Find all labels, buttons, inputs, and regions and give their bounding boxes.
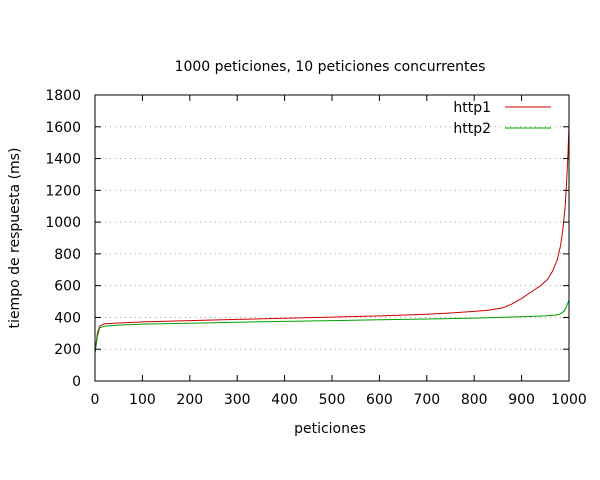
- series-layer: [94, 125, 570, 354]
- y-tick-label: 1200: [45, 183, 81, 199]
- y-tick-label: 1000: [45, 215, 81, 231]
- x-tick-label: 600: [366, 392, 393, 408]
- legend: http1 http2: [453, 100, 551, 137]
- legend-label-http1: http1: [453, 100, 491, 116]
- y-tick-label: 0: [72, 374, 81, 390]
- y-tick-label: 600: [54, 279, 81, 295]
- y-tick-label: 1400: [45, 152, 81, 168]
- x-tick-label: 200: [176, 392, 203, 408]
- chart-title: 1000 peticiones, 10 peticiones concurren…: [175, 59, 486, 75]
- x-tick-label: 800: [461, 392, 488, 408]
- y-axis-label: tiempo de respuesta (ms): [7, 148, 23, 329]
- grid-lines: [95, 126, 569, 350]
- y-tick-label: 800: [54, 247, 81, 263]
- x-tick-label: 300: [224, 392, 251, 408]
- legend-label-http2: http2: [453, 121, 491, 137]
- plot-frame: [94, 94, 570, 382]
- x-tick-label: 0: [91, 392, 100, 408]
- y-tick-label: 400: [54, 310, 81, 326]
- x-tick-label: 1000: [551, 392, 587, 408]
- y-tick-label: 1600: [45, 120, 81, 136]
- series-line-http1: [94, 125, 570, 353]
- y-tick-label: 200: [54, 342, 81, 358]
- series-line-http2: [94, 299, 570, 354]
- x-tick-label: 400: [271, 392, 298, 408]
- x-tick-label: 700: [413, 392, 440, 408]
- axis-ticks: 0 200 400 600 800 1000 1200 1400 1600 1800 0 100 200…: [45, 88, 586, 408]
- x-tick-label: 100: [129, 392, 156, 408]
- x-tick-label: 500: [319, 392, 346, 408]
- x-axis-label: peticiones: [294, 421, 366, 437]
- y-tick-label: 1800: [45, 88, 81, 104]
- x-tick-label: 900: [508, 392, 535, 408]
